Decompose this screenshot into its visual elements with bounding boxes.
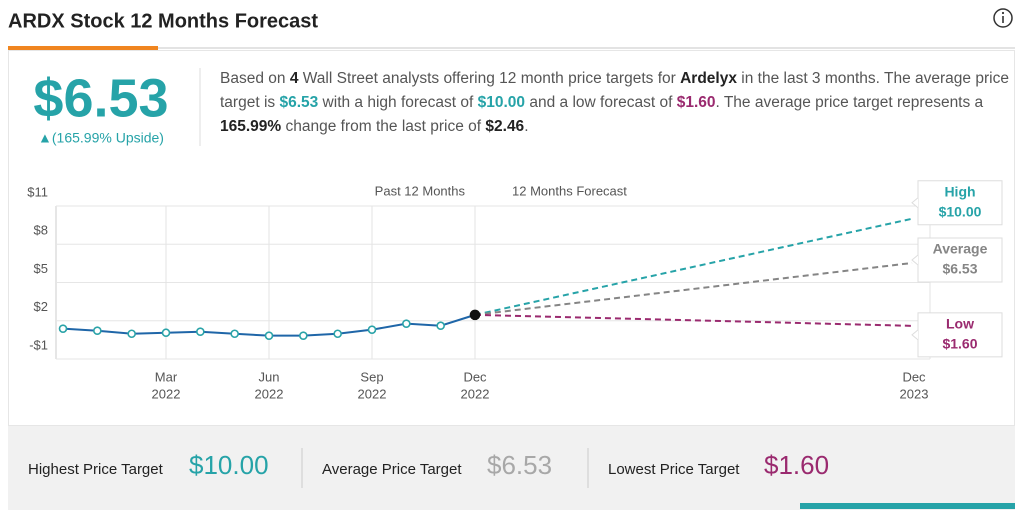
info-icon[interactable]: [993, 8, 1013, 28]
label-pointer: [911, 254, 919, 266]
forecast-line: [474, 217, 913, 316]
data-label: $1.60: [942, 336, 977, 352]
y-tick-label: $8: [34, 223, 48, 238]
price-point: [402, 319, 411, 328]
x-tick-label: Sep: [360, 369, 383, 384]
text: Ardelyx: [680, 70, 737, 87]
x-tick-label: 2022: [255, 386, 284, 401]
upside: ▲(165.99% Upside): [38, 130, 164, 146]
text: and a low forecast of: [525, 94, 677, 111]
footer-value: $1.60: [764, 450, 829, 480]
forecast-label: High $10.00: [911, 180, 1003, 226]
price-point: [196, 327, 205, 337]
description: Based on 4 Wall Street analysts offering…: [220, 67, 1010, 139]
text: $6.53: [279, 94, 319, 111]
avg-price: $6.53: [33, 68, 168, 128]
price-point: [299, 331, 308, 340]
data-label: $6.53: [942, 261, 977, 277]
legend-name: High: [944, 183, 975, 199]
footer: [8, 426, 1015, 510]
text: with a high forecast of: [318, 94, 478, 111]
footer-value: $10.00: [189, 450, 269, 480]
x-tick-label: Jun: [259, 369, 280, 384]
price-point: [127, 329, 136, 339]
text: 165.99%: [220, 118, 282, 135]
x-tick-label: Dec: [463, 369, 487, 384]
data-label: $10.00: [939, 203, 982, 219]
period-label: Past 12 Months: [375, 183, 466, 198]
label-box: [917, 312, 1003, 358]
label-pointer: [911, 197, 919, 209]
text: . The average price target represents a: [715, 94, 984, 111]
text: in the last 3 months. The average price …: [220, 70, 1009, 111]
text: change from the last price of: [281, 118, 486, 135]
y-tick-label: $11: [27, 184, 48, 199]
price-point: [93, 326, 102, 335]
text: Based on: [220, 70, 290, 87]
y-tick-label: $2: [34, 299, 48, 314]
price-point: [436, 321, 445, 331]
legend-name: Average: [933, 241, 988, 257]
x-tick-label: Dec: [902, 369, 926, 384]
footer-label: Highest Price Target: [28, 461, 164, 478]
period-label: 12 Months Forecast: [512, 183, 627, 198]
price-point: [230, 329, 239, 339]
title: ARDX Stock 12 Months Forecast: [8, 10, 318, 32]
x-tick-label: 2022: [152, 386, 181, 401]
price-point: [161, 328, 171, 338]
text: $2.46: [485, 118, 525, 135]
footer-label: Average Price Target: [322, 461, 462, 478]
text: $10.00: [477, 94, 526, 111]
tab-active: [8, 46, 158, 50]
text: 4: [289, 70, 299, 87]
y-tick-label: -$1: [29, 337, 48, 352]
card: [8, 50, 1015, 426]
x-tick-label: 2022: [461, 386, 490, 401]
price-point: [367, 325, 377, 334]
footer-label: Lowest Price Target: [608, 461, 740, 478]
text: Wall Street analysts offering 12 month p…: [298, 70, 681, 87]
forecast-line: [474, 261, 913, 316]
x-tick-label: 2023: [900, 386, 929, 401]
forecast-label: Low $1.60: [911, 312, 1003, 358]
footer-value: $6.53: [487, 450, 552, 480]
text: $1.60: [676, 94, 716, 111]
x-tick-label: Mar: [155, 369, 178, 384]
forecast-label: Average $6.53: [911, 237, 1003, 283]
forecast-line: [474, 313, 913, 327]
price-point: [469, 309, 481, 321]
price-point: [58, 324, 68, 333]
price-point: [333, 329, 342, 339]
y-tick-label: $5: [34, 261, 48, 276]
text: .: [524, 118, 529, 135]
x-tick-label: 2022: [358, 386, 387, 401]
tab-line: [8, 47, 1015, 49]
label-box: [917, 180, 1003, 226]
price-point: [264, 331, 274, 340]
label-pointer: [911, 329, 919, 341]
footer-accent: [800, 503, 1015, 509]
legend-name: Low: [946, 316, 974, 332]
